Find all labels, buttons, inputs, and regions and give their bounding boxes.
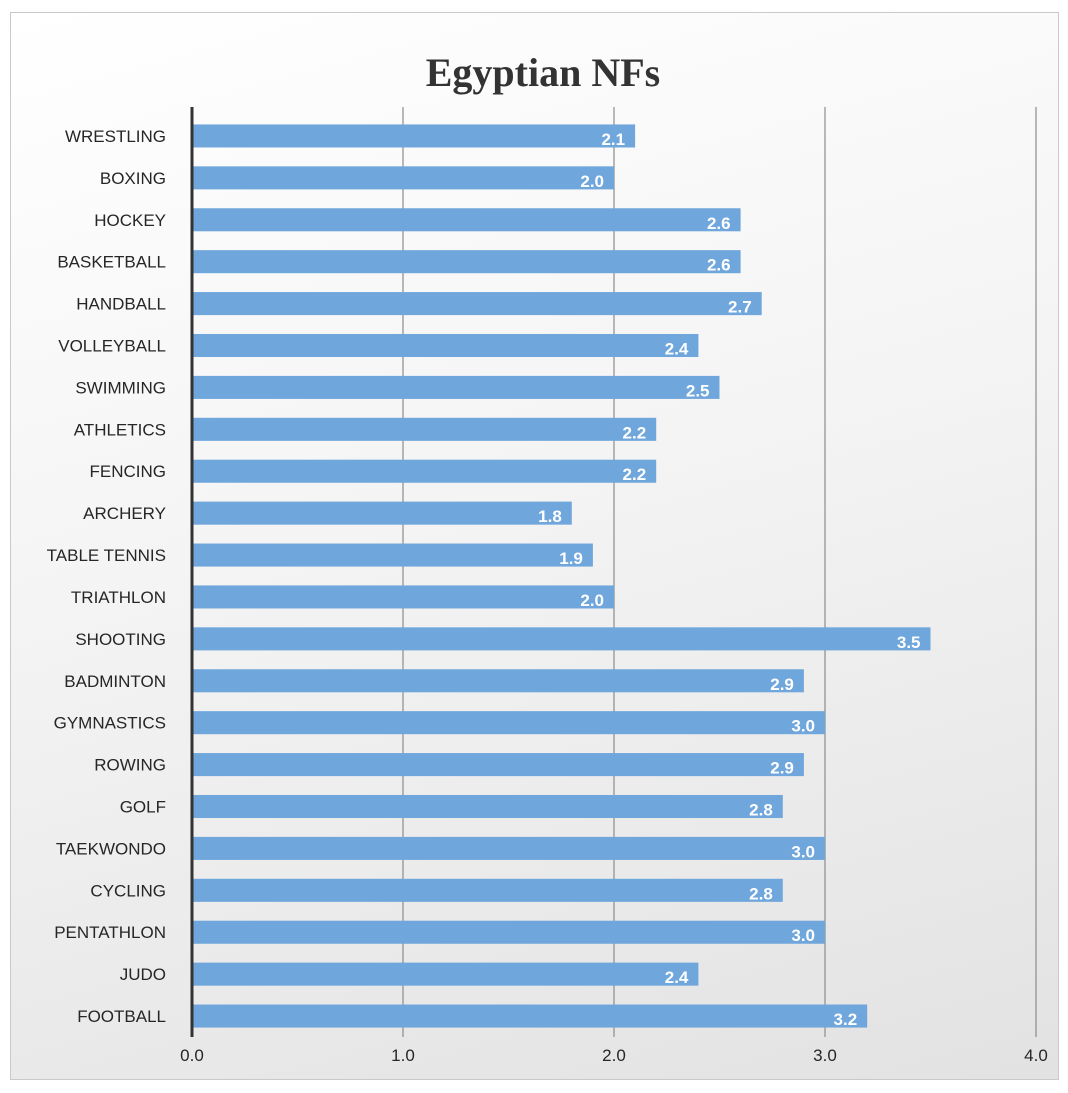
- x-tick-label: 3.0: [813, 1046, 837, 1065]
- bar: [192, 459, 657, 483]
- category-label: HANDBALL: [76, 295, 166, 314]
- data-label: 2.2: [623, 465, 647, 484]
- bar: [192, 333, 699, 358]
- category-label: BASKETBALL: [57, 253, 166, 272]
- category-label: FOOTBALL: [77, 1007, 166, 1026]
- category-label: GYMNASTICS: [54, 714, 166, 733]
- category-label: WRESTLING: [65, 127, 166, 146]
- bar: [192, 250, 741, 274]
- chart-frame: Egyptian NFs 2.1 2.0 2.6 2.6 2.7 2.4 2.5 2.2 2.2…: [10, 12, 1059, 1080]
- bar: [192, 711, 825, 735]
- category-label: ROWING: [94, 756, 166, 775]
- category-label: SHOOTING: [75, 630, 166, 649]
- bar-chart: Egyptian NFs 2.1 2.0 2.6 2.6 2.7 2.4 2.5 2.2 2.2…: [47, 50, 1048, 1065]
- data-label: 2.9: [770, 759, 794, 778]
- category-label: HOCKEY: [94, 211, 166, 230]
- category-label: FENCING: [90, 462, 167, 481]
- category-label: CYCLING: [90, 881, 166, 900]
- category-label: TABLE TENNIS: [47, 546, 166, 565]
- category-label: BADMINTON: [64, 672, 166, 691]
- category-label: ARCHERY: [83, 504, 166, 523]
- data-label: 3.5: [897, 633, 921, 652]
- bar: [192, 753, 804, 777]
- data-label: 2.9: [770, 675, 794, 694]
- chart-title: Egyptian NFs: [426, 50, 661, 95]
- data-label: 2.6: [707, 214, 731, 233]
- bar: [192, 585, 614, 609]
- data-label: 2.7: [728, 298, 752, 317]
- x-tick-label: 2.0: [602, 1046, 626, 1065]
- bar: [192, 794, 783, 819]
- data-label: 3.2: [834, 1010, 858, 1029]
- bar: [192, 417, 657, 441]
- x-tick-label: 4.0: [1024, 1046, 1048, 1065]
- data-label: 2.8: [749, 801, 773, 820]
- bar: [192, 208, 741, 232]
- data-label: 1.8: [538, 507, 562, 526]
- category-label: GOLF: [120, 798, 166, 817]
- category-label: BOXING: [100, 169, 166, 188]
- data-label: 2.0: [580, 172, 604, 191]
- data-label: 2.8: [749, 884, 773, 903]
- bar: [192, 292, 762, 316]
- data-label: 2.1: [601, 130, 625, 149]
- category-label: TRIATHLON: [71, 588, 166, 607]
- data-label: 2.5: [686, 381, 710, 400]
- bar: [192, 962, 699, 986]
- bar: [192, 375, 720, 399]
- bar: [192, 166, 614, 190]
- data-label: 3.0: [791, 926, 815, 945]
- bar: [192, 627, 931, 651]
- bar: [192, 920, 825, 944]
- category-label: SWIMMING: [75, 378, 166, 397]
- data-label: 2.0: [580, 591, 604, 610]
- data-label: 2.4: [665, 340, 689, 359]
- bar: [192, 878, 783, 902]
- bar: [192, 1004, 868, 1028]
- x-tick-label: 1.0: [391, 1046, 415, 1065]
- category-label: PENTATHLON: [54, 923, 166, 942]
- data-label: 2.6: [707, 256, 731, 275]
- data-label: 2.2: [623, 423, 647, 442]
- data-label: 3.0: [791, 842, 815, 861]
- category-label: JUDO: [120, 965, 166, 984]
- x-tick-label: 0.0: [180, 1046, 204, 1065]
- data-label: 3.0: [791, 717, 815, 736]
- bar: [192, 501, 572, 525]
- category-label: VOLLEYBALL: [58, 337, 166, 356]
- bar: [192, 543, 593, 567]
- bar: [192, 669, 804, 693]
- data-label: 2.4: [665, 968, 689, 987]
- bar: [192, 836, 825, 860]
- data-label: 1.9: [559, 549, 583, 568]
- category-label: TAEKWONDO: [56, 839, 166, 858]
- bar: [192, 124, 636, 148]
- category-label: ATHLETICS: [74, 420, 166, 439]
